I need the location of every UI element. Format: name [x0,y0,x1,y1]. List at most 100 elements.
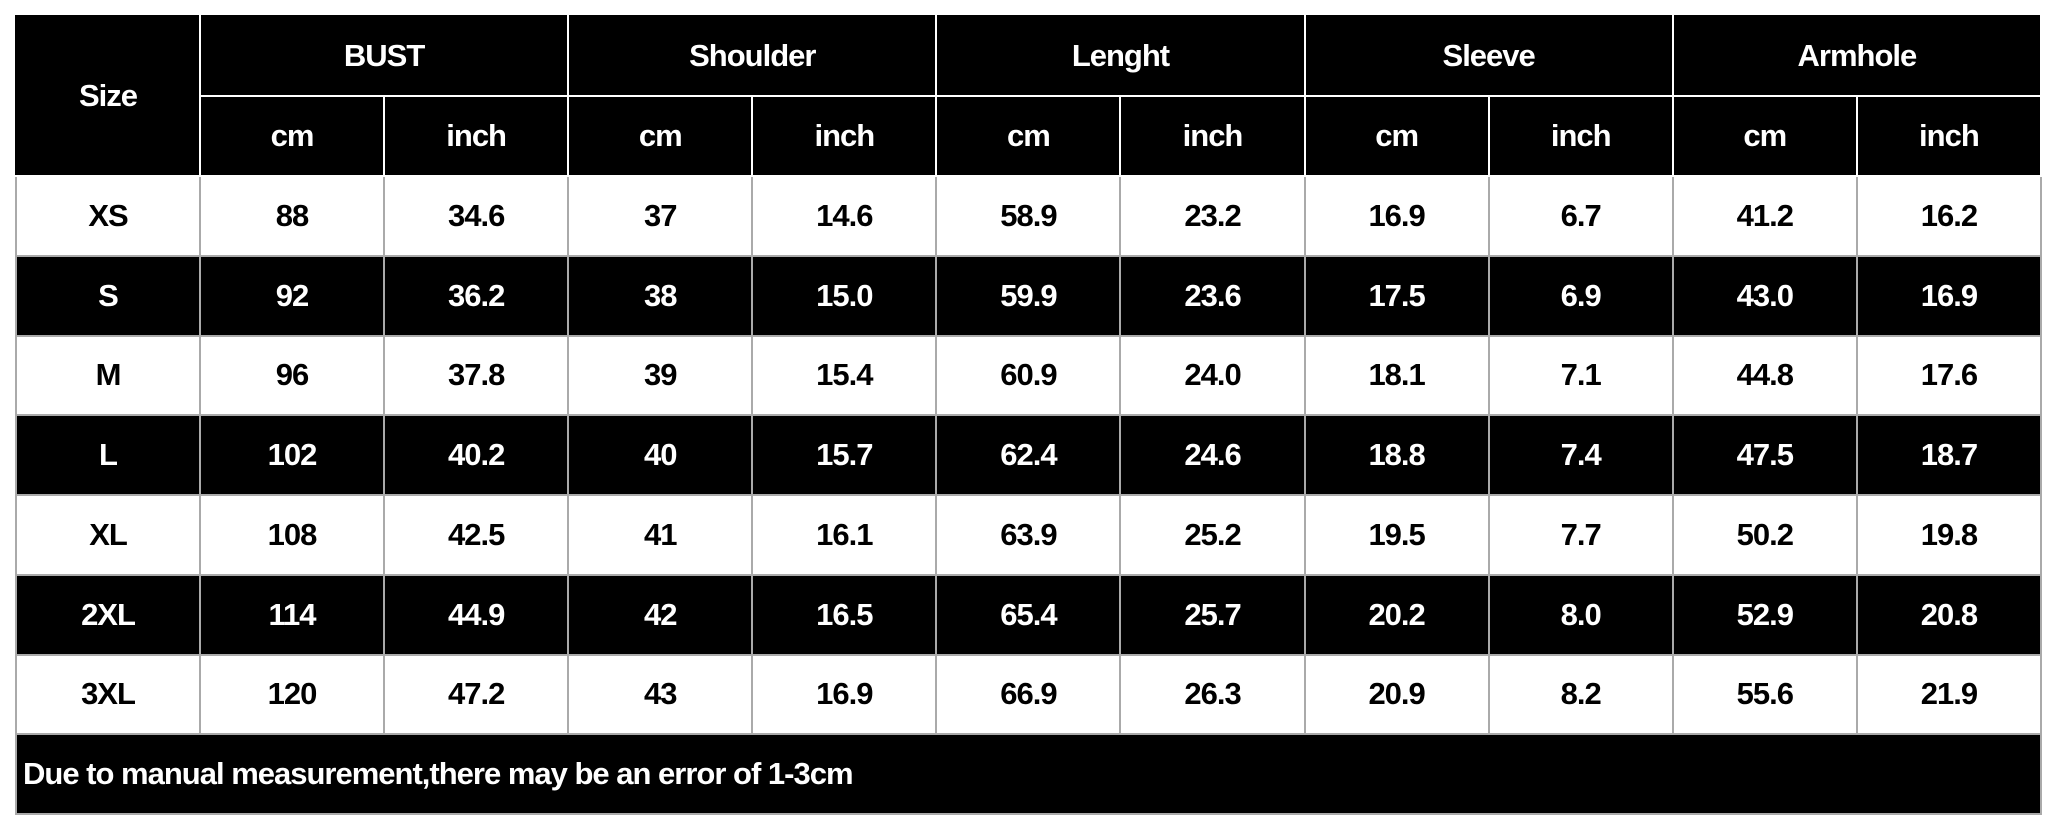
value-cell: 18.8 [1303,414,1490,496]
value-cell: 19.5 [1303,494,1490,576]
table-row: XL 108 42.5 41 16.1 63.9 25.2 19.5 7.7 50.2 19.8 [15,494,2043,576]
table-row: L 102 40.2 40 15.7 62.4 24.6 18.8 7.4 47.5 18.7 [15,414,2043,496]
unit-header-inch: inch [383,95,570,177]
size-cell: L [15,414,201,496]
value-cell: 120 [198,653,386,736]
value-cell: 37 [567,175,754,257]
size-cell: XL [15,494,201,576]
value-cell: 50.2 [1671,494,1858,576]
value-cell: 102 [198,414,386,496]
value-cell: 114 [198,573,386,656]
size-cell: 3XL [15,653,201,736]
unit-header-cm: cm [198,95,386,177]
value-cell: 16.5 [751,573,938,656]
value-cell: 44.8 [1671,334,1858,417]
value-cell: 14.6 [751,175,938,257]
value-cell: 66.9 [935,653,1122,736]
value-cell: 15.0 [751,254,938,337]
value-cell: 7.7 [1487,494,1674,576]
value-cell: 16.1 [751,494,938,576]
unit-header-cm: cm [1303,95,1490,177]
value-cell: 23.2 [1119,175,1306,257]
value-cell: 62.4 [935,414,1122,496]
unit-header-inch: inch [1119,95,1306,177]
value-cell: 21.9 [1855,653,2043,736]
value-cell: 40.2 [383,414,570,496]
value-cell: 43.0 [1671,254,1858,337]
table-row: XS 88 34.6 37 14.6 58.9 23.2 16.9 6.7 41.2 16.2 [15,175,2043,257]
value-cell: 25.7 [1119,573,1306,656]
value-cell: 58.9 [935,175,1122,257]
value-cell: 15.7 [751,414,938,496]
unit-header-inch: inch [751,95,938,177]
value-cell: 41.2 [1671,175,1858,257]
value-cell: 17.5 [1303,254,1490,337]
value-cell: 8.0 [1487,573,1674,656]
value-cell: 18.1 [1303,334,1490,417]
size-chart-table: Size BUST Shoulder Lenght Sleeve Armhole cm i… [15,15,2043,815]
value-cell: 52.9 [1671,573,1858,656]
size-header: Size [15,15,201,177]
value-cell: 96 [198,334,386,417]
size-cell: S [15,254,201,337]
table-row: S 92 36.2 38 15.0 59.9 23.6 17.5 6.9 43.0 16.9 [15,254,2043,337]
value-cell: 16.2 [1855,175,2043,257]
value-cell: 24.6 [1119,414,1306,496]
unit-header-cm: cm [935,95,1122,177]
value-cell: 16.9 [1303,175,1490,257]
value-cell: 37.8 [383,334,570,417]
unit-header-inch: inch [1855,95,2043,177]
value-cell: 6.7 [1487,175,1674,257]
value-cell: 20.9 [1303,653,1490,736]
value-cell: 38 [567,254,754,337]
value-cell: 19.8 [1855,494,2043,576]
value-cell: 25.2 [1119,494,1306,576]
value-cell: 18.7 [1855,414,2043,496]
footnote-row: Due to manual measurement,there may be a… [15,733,2042,815]
size-cell: M [15,334,201,417]
value-cell: 7.4 [1487,414,1674,496]
value-cell: 26.3 [1119,653,1306,736]
value-cell: 16.9 [1855,254,2043,337]
group-header-bust: BUST [198,15,570,97]
value-cell: 16.9 [751,653,938,736]
value-cell: 42 [567,573,754,656]
size-cell: 2XL [15,573,201,656]
unit-header-cm: cm [567,95,754,177]
value-cell: 7.1 [1487,334,1674,417]
value-cell: 15.4 [751,334,938,417]
value-cell: 40 [567,414,754,496]
unit-header-inch: inch [1487,95,1674,177]
value-cell: 23.6 [1119,254,1306,337]
size-cell: XS [15,175,201,257]
value-cell: 44.9 [383,573,570,656]
unit-header-cm: cm [1671,95,1858,177]
group-header-sleeve: Sleeve [1303,15,1674,97]
value-cell: 39 [567,334,754,417]
table-header: Size BUST Shoulder Lenght Sleeve Armhole cm i… [15,15,2043,177]
value-cell: 60.9 [935,334,1122,417]
value-cell: 108 [198,494,386,576]
value-cell: 36.2 [383,254,570,337]
value-cell: 17.6 [1855,334,2043,417]
group-header-armhole: Armhole [1671,15,2043,97]
value-cell: 65.4 [935,573,1122,656]
value-cell: 43 [567,653,754,736]
value-cell: 47.5 [1671,414,1858,496]
value-cell: 63.9 [935,494,1122,576]
value-cell: 55.6 [1671,653,1858,736]
table-row: 2XL 114 44.9 42 16.5 65.4 25.7 20.2 8.0 52.9 20.8 [15,573,2043,656]
footnote: Due to manual measurement,there may be a… [15,733,2042,815]
value-cell: 34.6 [383,175,570,257]
table-row: 3XL 120 47.2 43 16.9 66.9 26.3 20.9 8.2 55.6 21.9 [15,653,2043,736]
value-cell: 8.2 [1487,653,1674,736]
value-cell: 92 [198,254,386,337]
value-cell: 41 [567,494,754,576]
value-cell: 20.2 [1303,573,1490,656]
value-cell: 24.0 [1119,334,1306,417]
value-cell: 88 [198,175,386,257]
group-header-lenght: Lenght [935,15,1306,97]
value-cell: 47.2 [383,653,570,736]
value-cell: 59.9 [935,254,1122,337]
group-header-shoulder: Shoulder [567,15,938,97]
